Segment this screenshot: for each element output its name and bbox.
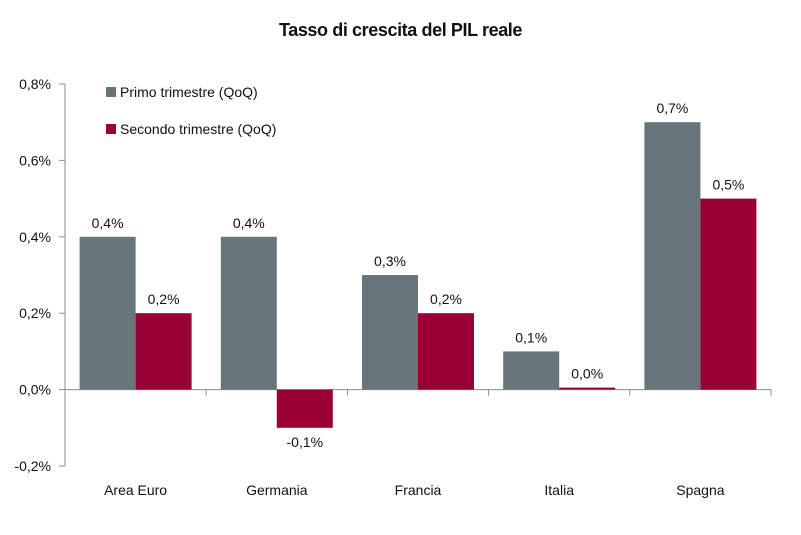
x-category-label: Area Euro xyxy=(104,482,167,498)
y-tick-label: -0,2% xyxy=(14,458,51,474)
bar-secondo-trimestre xyxy=(559,387,616,390)
y-tick-label: 0,4% xyxy=(19,229,51,245)
data-label: 0,4% xyxy=(92,215,124,231)
bar-primo-trimestre xyxy=(220,236,277,390)
legend-label: Secondo trimestre (QoQ) xyxy=(120,121,276,137)
data-label: 0,4% xyxy=(233,215,265,231)
y-tick-label: 0,0% xyxy=(19,382,51,398)
data-label: 0,5% xyxy=(712,177,744,193)
data-label: 0,1% xyxy=(515,329,547,345)
data-label: 0,7% xyxy=(656,100,688,116)
bar-secondo-trimestre xyxy=(135,313,192,390)
data-label: 0,0% xyxy=(571,366,603,382)
bar-secondo-trimestre xyxy=(700,198,757,390)
y-tick-label: 0,2% xyxy=(19,305,51,321)
bar-secondo-trimestre xyxy=(276,389,333,428)
chart-title: Tasso di crescita del PIL reale xyxy=(278,20,523,40)
bar-primo-trimestre xyxy=(644,122,701,390)
bar-primo-trimestre xyxy=(79,236,136,390)
legend-swatch xyxy=(106,87,116,97)
data-label: 0,2% xyxy=(148,291,180,307)
bar-primo-trimestre xyxy=(362,275,418,390)
x-category-label: Germania xyxy=(246,482,308,498)
data-label: 0,2% xyxy=(430,291,462,307)
x-category-label: Spagna xyxy=(676,482,724,498)
x-category-label: Francia xyxy=(395,482,442,498)
legend-swatch xyxy=(106,124,116,134)
y-tick-label: 0,6% xyxy=(19,152,51,168)
bar-secondo-trimestre xyxy=(418,313,474,390)
data-label: 0,3% xyxy=(374,253,406,269)
x-category-label: Italia xyxy=(544,482,574,498)
bar-primo-trimestre xyxy=(503,351,560,390)
y-tick-label: 0,8% xyxy=(19,76,51,92)
data-label: -0,1% xyxy=(287,434,324,450)
legend-label: Primo trimestre (QoQ) xyxy=(120,84,258,100)
